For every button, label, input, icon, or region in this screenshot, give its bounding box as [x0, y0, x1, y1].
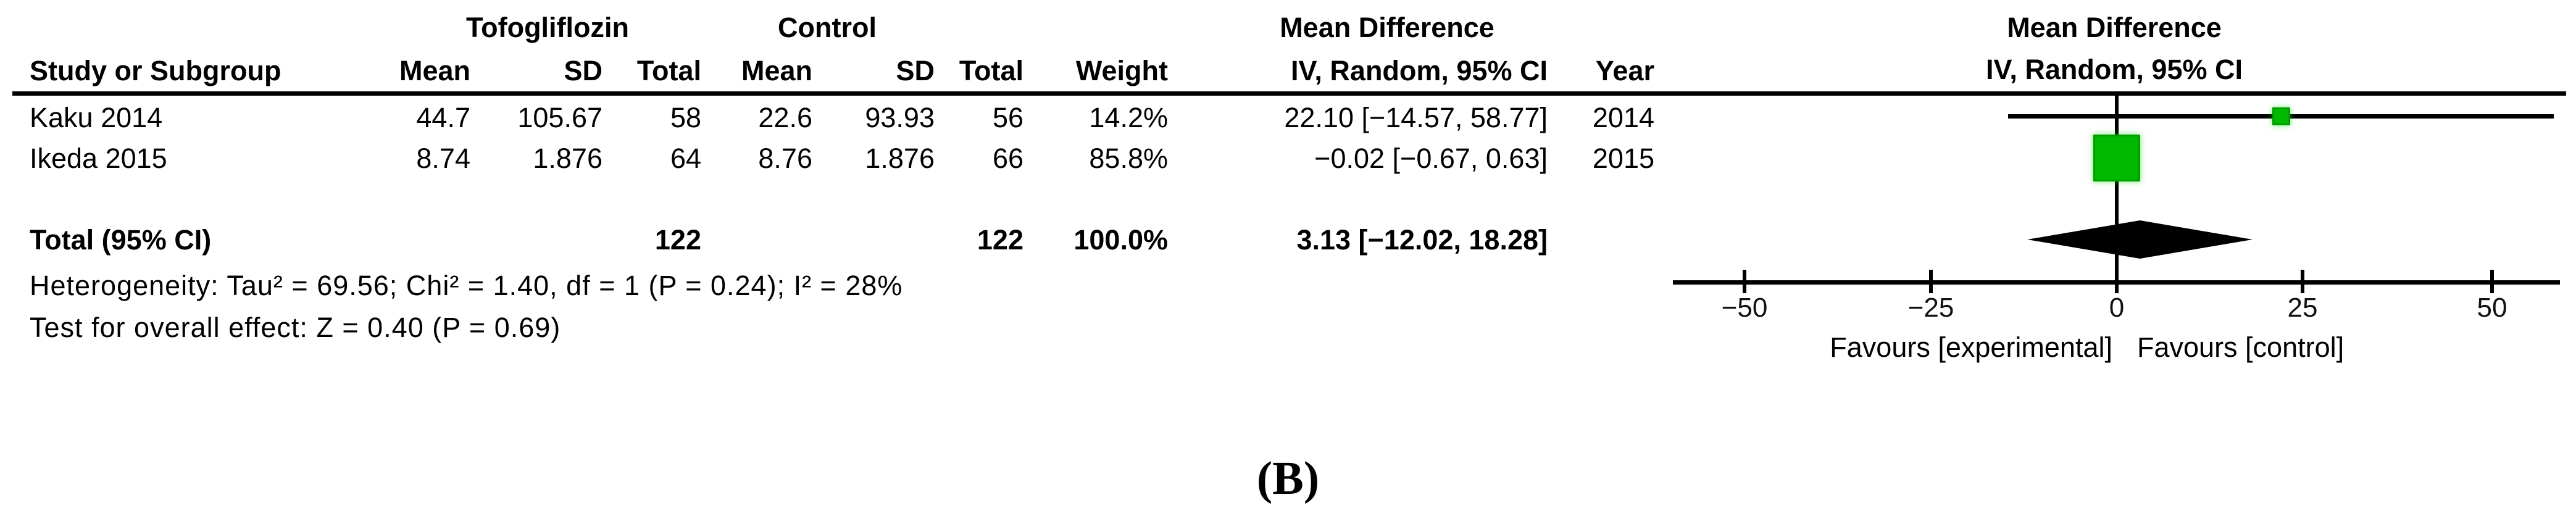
plot-header-line1: Mean Difference [2007, 12, 2222, 43]
col-header-weight: Weight [1075, 55, 1168, 86]
col-header-ci: IV, Random, 95% CI [1291, 55, 1548, 86]
plot-header-line2: IV, Random, 95% CI [1986, 54, 2243, 85]
study-total-c: 56 [992, 102, 1023, 133]
col-header-mean-e: Mean [399, 55, 470, 86]
group-header-effect: Mean Difference [1280, 12, 1494, 43]
col-header-total-c: Total [959, 55, 1023, 86]
zero-line [2115, 95, 2119, 293]
study-weight-square [2272, 107, 2290, 125]
axis-tick-label: −50 [1721, 293, 1768, 323]
axis-tick [2301, 270, 2304, 293]
study-mean-c: 8.76 [758, 143, 812, 174]
heterogeneity-text: Heterogeneity: Tau² = 69.56; Chi² = 1.40… [30, 270, 903, 301]
col-header-sd-c: SD [896, 55, 935, 86]
favours-right-label: Favours [control] [2137, 331, 2345, 363]
study-total-c: 66 [992, 143, 1023, 174]
study-name: Kaku 2014 [30, 102, 163, 133]
col-header-year: Year [1595, 55, 1654, 86]
study-sd-e: 105.67 [517, 102, 602, 133]
study-sd-c: 93.93 [865, 102, 935, 133]
total-ci-text: 3.13 [−12.02, 18.28] [1296, 224, 1548, 256]
axis-tick-label: −25 [1907, 293, 1954, 323]
study-weight: 14.2% [1089, 102, 1168, 133]
col-header-study: Study or Subgroup [30, 55, 281, 86]
study-sd-e: 1.876 [533, 143, 602, 174]
study-mean-c: 22.6 [758, 102, 812, 133]
study-name: Ikeda 2015 [30, 143, 167, 174]
study-mean-e: 8.74 [416, 143, 470, 174]
study-weight-square [2093, 135, 2140, 181]
total-n-ctrl: 122 [977, 224, 1023, 256]
study-weight: 85.8% [1089, 143, 1168, 174]
group-header-control: Control [778, 12, 877, 43]
axis-tick [1929, 270, 1933, 293]
study-sd-c: 1.876 [865, 143, 935, 174]
study-ci-text: −0.02 [−0.67, 0.63] [1314, 143, 1548, 174]
figure-panel-label: (B) [1256, 452, 1320, 504]
axis-tick [2490, 270, 2494, 293]
total-n-exp: 122 [654, 224, 701, 256]
overall-effect-text: Test for overall effect: Z = 0.40 (P = 0… [30, 312, 561, 343]
total-label: Total (95% CI) [30, 224, 212, 256]
study-total-e: 58 [670, 102, 701, 133]
axis-tick [1743, 270, 1746, 293]
study-year: 2015 [1592, 143, 1654, 174]
study-ci-text: 22.10 [−14.57, 58.77] [1284, 102, 1548, 133]
axis-tick-label: 50 [2477, 293, 2507, 323]
pooled-diamond [2027, 220, 2253, 259]
col-header-mean-c: Mean [741, 55, 812, 86]
study-year: 2014 [1592, 102, 1654, 133]
axis-tick [2115, 270, 2119, 293]
axis-tick-label: 25 [2287, 293, 2318, 323]
favours-left-label: Favours [experimental] [1830, 331, 2112, 363]
header-underline [12, 91, 2566, 96]
study-total-e: 64 [670, 143, 701, 174]
total-weight: 100.0% [1073, 224, 1168, 256]
col-header-total-e: Total [636, 55, 701, 86]
study-mean-e: 44.7 [416, 102, 470, 133]
axis-tick-label: 0 [2109, 293, 2125, 323]
group-header-experimental: Tofogliflozin [465, 12, 630, 43]
col-header-sd-e: SD [564, 55, 602, 86]
